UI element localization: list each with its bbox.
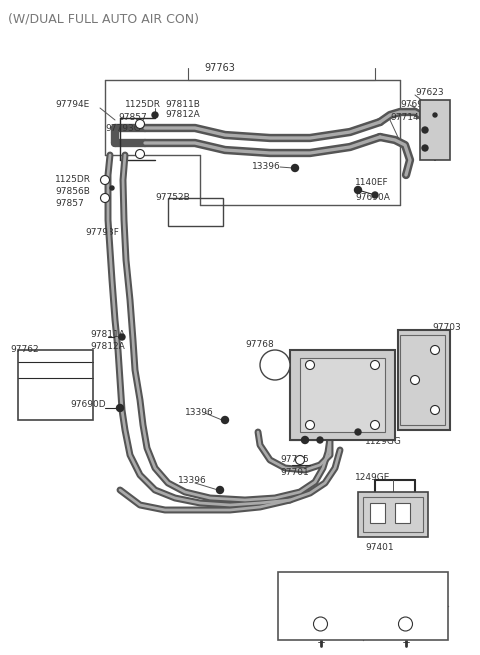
- Bar: [363, 497, 423, 532]
- Circle shape: [104, 196, 107, 200]
- Text: 97703: 97703: [432, 323, 461, 332]
- Circle shape: [373, 364, 376, 367]
- Circle shape: [410, 375, 420, 384]
- Text: 97762: 97762: [10, 345, 38, 354]
- Bar: [398, 330, 450, 430]
- Bar: [168, 198, 223, 226]
- Bar: [358, 492, 428, 537]
- Circle shape: [110, 186, 114, 190]
- Circle shape: [301, 436, 309, 443]
- Text: 97793F: 97793F: [85, 228, 119, 237]
- Circle shape: [260, 350, 290, 380]
- Circle shape: [139, 153, 142, 155]
- Circle shape: [119, 334, 125, 340]
- Circle shape: [404, 622, 408, 626]
- Text: 97752B: 97752B: [155, 193, 190, 202]
- Circle shape: [422, 127, 428, 133]
- Text: 97857: 97857: [118, 113, 147, 122]
- Text: 97811B: 97811B: [165, 100, 200, 109]
- Text: 1140EX: 1140EX: [385, 577, 425, 587]
- Bar: [18, 350, 93, 420]
- Text: 97811A: 97811A: [90, 330, 125, 339]
- Text: 97401: 97401: [366, 543, 394, 552]
- Circle shape: [152, 112, 158, 118]
- Circle shape: [305, 421, 314, 430]
- Text: 97623: 97623: [415, 88, 444, 97]
- Text: 97705: 97705: [280, 455, 309, 464]
- Circle shape: [221, 417, 228, 424]
- Text: 1125DR: 1125DR: [125, 100, 161, 109]
- Bar: [290, 350, 395, 440]
- Circle shape: [373, 424, 376, 426]
- Bar: [420, 100, 450, 160]
- Circle shape: [371, 360, 380, 369]
- Text: 97690E: 97690E: [400, 100, 434, 109]
- Circle shape: [135, 119, 144, 128]
- Circle shape: [100, 176, 109, 185]
- Circle shape: [428, 101, 442, 115]
- Circle shape: [313, 617, 327, 631]
- Text: 97812A: 97812A: [90, 342, 125, 351]
- Circle shape: [100, 193, 109, 202]
- Text: 1249GE: 1249GE: [355, 473, 390, 482]
- Text: 97768: 97768: [245, 340, 274, 349]
- Text: 97812A: 97812A: [165, 110, 200, 119]
- Circle shape: [355, 429, 361, 435]
- Circle shape: [371, 421, 380, 430]
- Text: 1125DE: 1125DE: [300, 577, 341, 587]
- Circle shape: [433, 348, 436, 352]
- Text: 97856B: 97856B: [55, 187, 90, 196]
- Text: 13396: 13396: [252, 162, 281, 171]
- Circle shape: [433, 409, 436, 411]
- Circle shape: [135, 149, 144, 159]
- Text: 97793G: 97793G: [105, 124, 141, 133]
- Circle shape: [413, 379, 417, 381]
- Circle shape: [372, 192, 378, 198]
- Circle shape: [398, 617, 412, 631]
- Text: 1125DR: 1125DR: [55, 175, 91, 184]
- Text: 97763: 97763: [204, 63, 235, 73]
- Circle shape: [309, 424, 312, 426]
- Circle shape: [104, 179, 107, 181]
- Circle shape: [299, 458, 301, 462]
- Text: 1140EF: 1140EF: [355, 178, 389, 187]
- Text: 97701: 97701: [280, 468, 309, 477]
- Circle shape: [309, 364, 312, 367]
- Circle shape: [431, 405, 440, 415]
- Text: 97690D: 97690D: [70, 400, 106, 409]
- Text: 97690A: 97690A: [355, 193, 390, 202]
- Bar: [300, 358, 385, 432]
- Circle shape: [139, 122, 142, 126]
- Bar: [370, 503, 385, 523]
- Text: 13396: 13396: [178, 476, 207, 485]
- Circle shape: [355, 187, 361, 193]
- Text: 97794E: 97794E: [55, 100, 89, 109]
- Text: 97714H: 97714H: [390, 113, 425, 122]
- Text: 97857: 97857: [55, 199, 84, 208]
- Bar: [395, 503, 410, 523]
- Circle shape: [296, 455, 304, 464]
- Text: 1129GG: 1129GG: [365, 437, 402, 446]
- Circle shape: [317, 437, 323, 443]
- Circle shape: [291, 164, 299, 172]
- Circle shape: [422, 145, 428, 151]
- Text: C: C: [271, 360, 279, 370]
- Circle shape: [431, 345, 440, 354]
- Circle shape: [319, 622, 323, 626]
- Circle shape: [117, 405, 123, 411]
- Text: 13396: 13396: [185, 408, 214, 417]
- Circle shape: [433, 113, 437, 117]
- Bar: [278, 572, 448, 640]
- Text: (W/DUAL FULL AUTO AIR CON): (W/DUAL FULL AUTO AIR CON): [8, 12, 199, 25]
- Circle shape: [216, 487, 224, 493]
- Bar: [400, 335, 445, 425]
- Circle shape: [305, 360, 314, 369]
